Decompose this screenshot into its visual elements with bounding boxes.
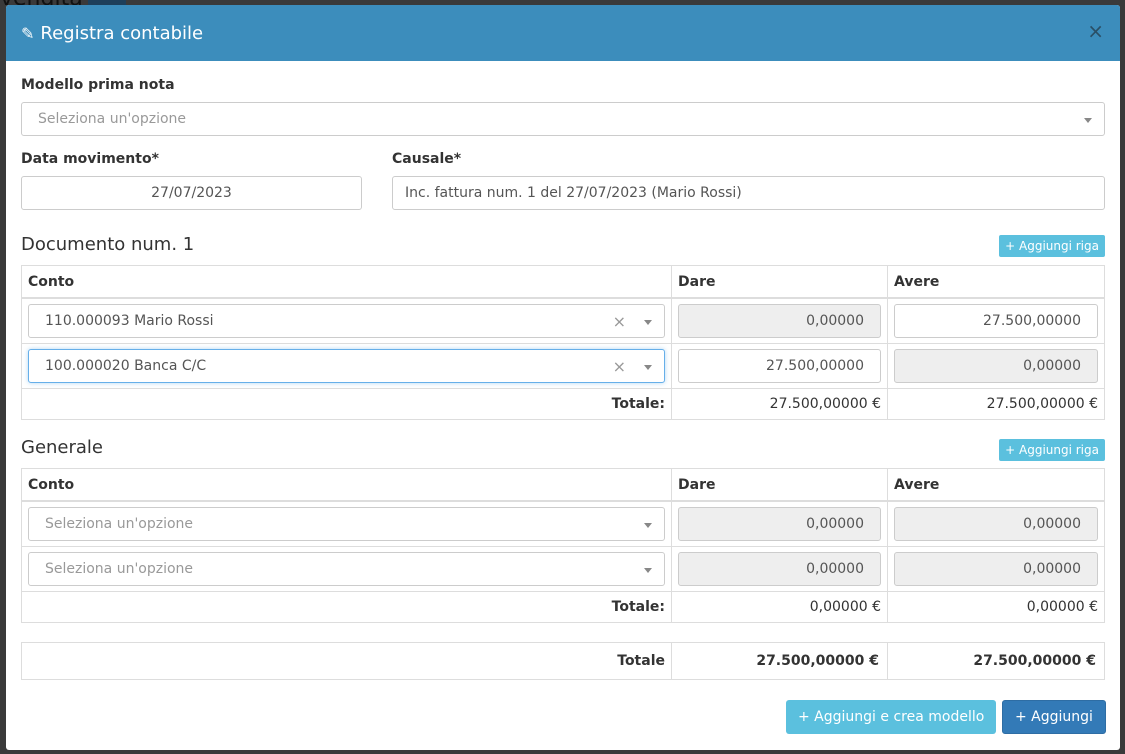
dare-input[interactable]: 0,00000	[678, 507, 881, 541]
avere-value: 0,00000	[1023, 358, 1081, 374]
grand-total-label: Totale	[22, 643, 672, 679]
header-avere: Avere	[894, 476, 940, 493]
close-button[interactable]: ×	[1087, 19, 1104, 43]
avere-value: 0,00000	[1023, 561, 1081, 577]
dare-input[interactable]: 27.500,00000	[678, 349, 881, 383]
table-header: Conto Dare Avere	[22, 266, 1104, 298]
clear-icon[interactable]: ×	[612, 312, 626, 331]
modello-select[interactable]: Seleziona un'opzione	[21, 102, 1105, 136]
data-movimento-input[interactable]: 27/07/2023	[21, 176, 362, 210]
chevron-down-icon	[644, 523, 652, 528]
dare-input[interactable]: 0,00000	[678, 304, 881, 338]
table-row: 110.000093 Mario Rossi × 0,00000 27.500,0…	[22, 298, 1104, 343]
modello-placeholder: Seleziona un'opzione	[38, 111, 187, 127]
chevron-down-icon	[644, 365, 652, 370]
conto-placeholder: Seleziona un'opzione	[45, 516, 194, 532]
generale-add-row-button[interactable]: + Aggiungi riga	[999, 439, 1105, 461]
data-movimento-label: Data movimento*	[21, 151, 159, 167]
conto-placeholder: Seleziona un'opzione	[45, 561, 194, 577]
header-conto: Conto	[22, 469, 672, 500]
table-row: 100.000020 Banca C/C × 27.500,00000 0,000…	[22, 343, 1104, 388]
table-row: Seleziona un'opzione 0,00000 0,00000	[22, 501, 1104, 546]
causale-value: Inc. fattura num. 1 del 27/07/2023 (Mari…	[405, 185, 742, 201]
documento-table: Conto Dare Avere 110.000093 Mario Rossi ×…	[21, 265, 1105, 420]
dare-value: 27.500,00000	[766, 358, 864, 374]
conto-value: 110.000093 Mario Rossi	[45, 313, 214, 329]
documento-title: Documento num. 1	[21, 234, 195, 255]
conto-select[interactable]: 100.000020 Banca C/C ×	[28, 349, 665, 383]
chevron-down-icon	[644, 568, 652, 573]
pencil-icon: ✎	[21, 23, 35, 43]
conto-select[interactable]: 110.000093 Mario Rossi ×	[28, 304, 665, 338]
header-conto: Conto	[22, 266, 672, 297]
header-avere: Avere	[894, 273, 940, 290]
totale-row: Totale: 0,00000 € 0,00000 €	[22, 591, 1104, 622]
aggiungi-e-crea-modello-button[interactable]: + Aggiungi e crea modello	[786, 700, 997, 734]
header-dare: Dare	[672, 469, 888, 500]
registra-contabile-modal: ✎ Registra contabile × Modello prima not…	[6, 5, 1120, 750]
avere-input[interactable]: 0,00000	[894, 349, 1098, 383]
header-dare: Dare	[672, 266, 888, 297]
avere-input[interactable]: 0,00000	[894, 507, 1098, 541]
avere-input[interactable]: 0,00000	[894, 552, 1098, 586]
modal-header: ✎ Registra contabile	[6, 5, 1120, 61]
chevron-down-icon	[1084, 118, 1092, 123]
grand-total-row: Totale 27.500,00000 € 27.500,00000 €	[22, 643, 1104, 679]
avere-value: 27.500,00000	[983, 313, 1081, 329]
table-header: Conto Dare Avere	[22, 469, 1104, 501]
conto-select[interactable]: Seleziona un'opzione	[28, 552, 665, 586]
totale-dare: 0,00000 €	[672, 592, 888, 622]
totale-label: Totale:	[22, 389, 672, 419]
grand-total-avere: 27.500,00000 €	[973, 653, 1096, 669]
background-button	[88, 0, 126, 8]
clear-icon[interactable]: ×	[612, 357, 626, 376]
causale-label: Causale*	[392, 151, 462, 167]
totale-label: Totale:	[22, 592, 672, 622]
chevron-down-icon	[644, 320, 652, 325]
avere-input[interactable]: 27.500,00000	[894, 304, 1098, 338]
totale-avere: 27.500,00000 €	[986, 396, 1098, 412]
data-movimento-value: 27/07/2023	[151, 185, 232, 201]
dare-value: 0,00000	[806, 561, 864, 577]
dare-value: 0,00000	[806, 516, 864, 532]
modello-label: Modello prima nota	[21, 77, 175, 93]
totale-avere: 0,00000 €	[1026, 599, 1098, 615]
dare-value: 0,00000	[806, 313, 864, 329]
grand-total-table: Totale 27.500,00000 € 27.500,00000 €	[21, 642, 1105, 680]
generale-table: Conto Dare Avere Seleziona un'opzione 0,…	[21, 468, 1105, 623]
dare-input[interactable]: 0,00000	[678, 552, 881, 586]
generale-title: Generale	[21, 437, 104, 458]
conto-value: 100.000020 Banca C/C	[45, 358, 207, 374]
modal-title: Registra contabile	[40, 22, 204, 44]
aggiungi-button[interactable]: + Aggiungi	[1002, 700, 1106, 734]
totale-row: Totale: 27.500,00000 € 27.500,00000 €	[22, 388, 1104, 419]
causale-input[interactable]: Inc. fattura num. 1 del 27/07/2023 (Mari…	[392, 176, 1105, 210]
avere-value: 0,00000	[1023, 516, 1081, 532]
conto-select[interactable]: Seleziona un'opzione	[28, 507, 665, 541]
grand-total-dare: 27.500,00000 €	[672, 643, 888, 679]
table-row: Seleziona un'opzione 0,00000 0,00000	[22, 546, 1104, 591]
totale-dare: 27.500,00000 €	[672, 389, 888, 419]
documento-add-row-button[interactable]: + Aggiungi riga	[999, 235, 1105, 257]
